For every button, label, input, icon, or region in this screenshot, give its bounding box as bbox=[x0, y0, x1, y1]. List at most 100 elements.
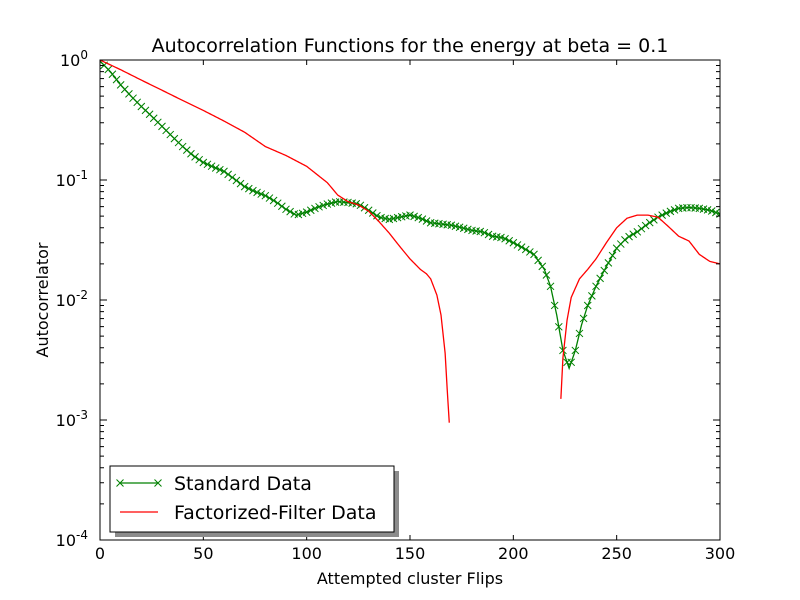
legend-marker bbox=[116, 479, 124, 487]
series-marker bbox=[658, 211, 666, 220]
series-marker bbox=[286, 207, 294, 216]
series-marker bbox=[306, 206, 315, 215]
series-marker bbox=[505, 236, 514, 245]
series-marker bbox=[637, 224, 646, 233]
series-marker bbox=[273, 199, 282, 208]
series-marker bbox=[311, 204, 319, 213]
x-tick-label: 0 bbox=[95, 544, 105, 563]
y-tick-base: 10 bbox=[56, 171, 76, 190]
y-tick-exponent: -4 bbox=[76, 528, 88, 542]
series-marker bbox=[625, 232, 633, 241]
y-tick-base: 10 bbox=[56, 531, 76, 550]
series-marker bbox=[534, 256, 542, 265]
series-marker bbox=[645, 218, 654, 227]
series-marker bbox=[418, 215, 427, 224]
series-marker bbox=[666, 207, 675, 216]
series-marker bbox=[278, 202, 286, 211]
series-marker bbox=[364, 206, 373, 215]
y-tick-exponent: -1 bbox=[76, 168, 88, 182]
y-tick-exponent: -3 bbox=[76, 408, 88, 422]
series-marker bbox=[240, 182, 249, 191]
series-marker bbox=[207, 162, 216, 171]
y-axis-label: Autocorrelator bbox=[33, 242, 52, 357]
series-marker bbox=[509, 238, 518, 247]
series-marker bbox=[236, 179, 245, 188]
series-marker bbox=[641, 221, 650, 230]
x-tick-label: 200 bbox=[498, 544, 529, 563]
series-marker bbox=[592, 282, 600, 291]
x-tick-label: 300 bbox=[705, 544, 736, 563]
series-marker bbox=[629, 230, 638, 239]
series-line-1-0 bbox=[100, 60, 450, 423]
series-marker bbox=[368, 209, 377, 217]
series-marker bbox=[554, 322, 563, 331]
series-marker bbox=[253, 188, 261, 197]
legend-label: Standard Data bbox=[174, 473, 312, 495]
series-marker bbox=[112, 75, 121, 84]
series-marker bbox=[662, 209, 671, 217]
legend-label: Factorized-Filter Data bbox=[174, 502, 376, 524]
series-marker bbox=[480, 228, 489, 237]
series-marker bbox=[538, 262, 547, 271]
series-marker bbox=[244, 184, 253, 193]
series-marker bbox=[600, 266, 609, 275]
series-marker bbox=[707, 207, 716, 215]
series-marker bbox=[269, 196, 278, 205]
series-marker bbox=[530, 250, 538, 259]
series-marker bbox=[108, 70, 117, 79]
series-marker bbox=[608, 251, 617, 260]
series-marker bbox=[517, 243, 526, 251]
x-tick-label: 100 bbox=[291, 544, 322, 563]
y-tick-exponent: -2 bbox=[76, 288, 88, 302]
series-marker bbox=[571, 346, 580, 355]
series-marker bbox=[650, 216, 658, 224]
series-marker bbox=[497, 233, 505, 242]
series-marker bbox=[563, 358, 571, 367]
y-tick-base: 10 bbox=[56, 291, 76, 310]
series-marker bbox=[559, 346, 567, 355]
series-marker bbox=[422, 217, 431, 225]
series-marker bbox=[228, 173, 237, 182]
chart-title: Autocorrelation Functions for the energy… bbox=[152, 35, 669, 57]
y-tick-label: 10-4 bbox=[56, 528, 88, 550]
series-marker bbox=[191, 153, 199, 161]
y-tick-exponent: 0 bbox=[80, 48, 88, 62]
y-tick-label: 10-2 bbox=[56, 288, 88, 310]
series-marker bbox=[373, 211, 381, 220]
x-tick-label: 150 bbox=[395, 544, 426, 563]
series-marker bbox=[414, 213, 423, 222]
series-marker bbox=[546, 282, 555, 291]
series-layer bbox=[100, 60, 720, 423]
series-marker bbox=[670, 206, 679, 214]
legend: Standard Data Factorized-Filter Data bbox=[109, 465, 399, 537]
series-marker bbox=[526, 248, 534, 256]
series-marker bbox=[211, 164, 220, 172]
y-tick-base: 10 bbox=[60, 51, 80, 70]
series-marker bbox=[521, 245, 530, 254]
x-axis-label: Attempted cluster Flips bbox=[317, 569, 503, 588]
series-marker bbox=[195, 155, 204, 164]
x-tick-label: 250 bbox=[601, 544, 632, 563]
series-marker bbox=[712, 208, 720, 217]
y-tick-base: 10 bbox=[56, 411, 76, 430]
series-marker bbox=[579, 314, 588, 323]
series-marker bbox=[621, 236, 629, 244]
series-marker bbox=[261, 191, 270, 200]
series-marker bbox=[232, 176, 241, 185]
series-marker bbox=[633, 227, 642, 236]
series-line-1-1 bbox=[560, 214, 720, 399]
series-marker bbox=[588, 292, 596, 300]
series-marker bbox=[216, 165, 224, 174]
series-marker bbox=[550, 301, 559, 310]
series-marker bbox=[224, 170, 232, 179]
series-marker bbox=[484, 230, 493, 239]
series-marker bbox=[199, 158, 208, 167]
y-tick-label: 10-1 bbox=[56, 168, 88, 190]
series-marker bbox=[315, 202, 323, 211]
series-marker bbox=[203, 160, 212, 169]
series-marker bbox=[583, 301, 592, 310]
series-marker bbox=[567, 358, 576, 367]
y-tick-label: 100 bbox=[60, 48, 88, 70]
